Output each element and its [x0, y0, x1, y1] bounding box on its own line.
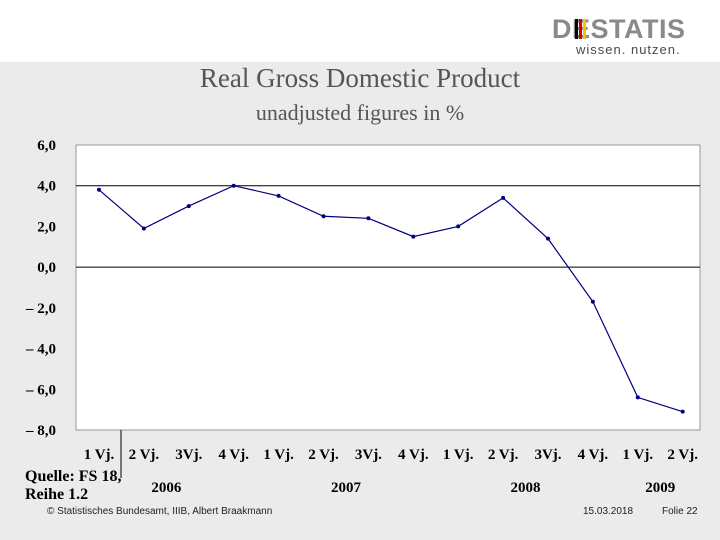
logo-tagline: wissen. nutzen.	[576, 42, 681, 57]
source-note: Quelle: FS 18, Reihe 1.2	[25, 468, 121, 504]
data-point	[321, 214, 326, 219]
year-label: 2006	[151, 480, 182, 496]
data-point	[680, 409, 685, 414]
data-point	[590, 299, 595, 304]
chart-subtitle: unadjusted figures in %	[255, 100, 465, 125]
data-point	[411, 234, 416, 239]
data-point	[276, 193, 281, 198]
source-line-2: Reihe 1.2	[25, 486, 89, 503]
data-point	[546, 236, 550, 241]
x-tick-label: 4 Vj.	[398, 447, 429, 463]
x-tick-label: 2 Vj.	[129, 447, 160, 463]
y-tick-label: – 6,0	[25, 382, 56, 398]
flag-stripe-black	[575, 19, 578, 39]
year-label: 2008	[511, 480, 541, 496]
destatis-logo: DESTATIS wissen. nutzen.	[552, 14, 702, 57]
x-tick-label: 4 Vj.	[218, 447, 249, 463]
logo-wordmark: DESTATIS	[552, 14, 686, 44]
y-tick-label: 6,0	[37, 138, 56, 154]
y-tick-label: – 2,0	[25, 301, 56, 317]
data-point	[231, 183, 236, 188]
y-tick-label: 4,0	[37, 179, 56, 195]
chart-title: Real Gross Domestic Product	[199, 63, 521, 93]
x-tick-label: 3Vj.	[534, 447, 561, 463]
plot-area	[75, 144, 701, 431]
series-line	[98, 185, 683, 413]
x-tick-label: 1 Vj.	[263, 447, 294, 463]
y-tick-label: 2,0	[37, 219, 56, 235]
y-tick-label: – 8,0	[25, 423, 56, 439]
x-tick-label: 3Vj.	[355, 447, 382, 463]
data-point	[501, 195, 506, 200]
flag-stripe-gold	[583, 19, 586, 39]
flag-stripe-red	[579, 19, 582, 39]
source-line-1: Quelle: FS 18,	[25, 468, 122, 485]
copyright-text: © Statistisches Bundesamt, IIIB, Albert …	[47, 506, 273, 517]
x-tick-label: 1 Vj.	[84, 447, 115, 463]
x-tick-label: 2 Vj.	[667, 447, 698, 463]
date-text: 15.03.2018	[583, 506, 634, 517]
x-tick-label: 3Vj.	[175, 447, 202, 463]
data-point	[635, 395, 640, 400]
year-label: 2007	[331, 480, 362, 496]
data-point	[97, 187, 101, 192]
x-tick-label: 2 Vj.	[488, 447, 519, 463]
y-tick-label: 0,0	[37, 260, 56, 276]
x-tick-label: 1 Vj.	[623, 447, 654, 463]
data-point	[141, 226, 146, 231]
year-label: 2009	[645, 480, 675, 496]
x-tick-label: 4 Vj.	[578, 447, 609, 463]
data-point	[186, 204, 191, 209]
y-tick-label: – 4,0	[25, 342, 56, 358]
slide-number: Folie 22	[662, 506, 698, 517]
data-point	[456, 224, 461, 229]
x-tick-label: 1 Vj.	[443, 447, 474, 463]
data-point	[366, 216, 371, 221]
x-tick-label: 2 Vj.	[308, 447, 339, 463]
